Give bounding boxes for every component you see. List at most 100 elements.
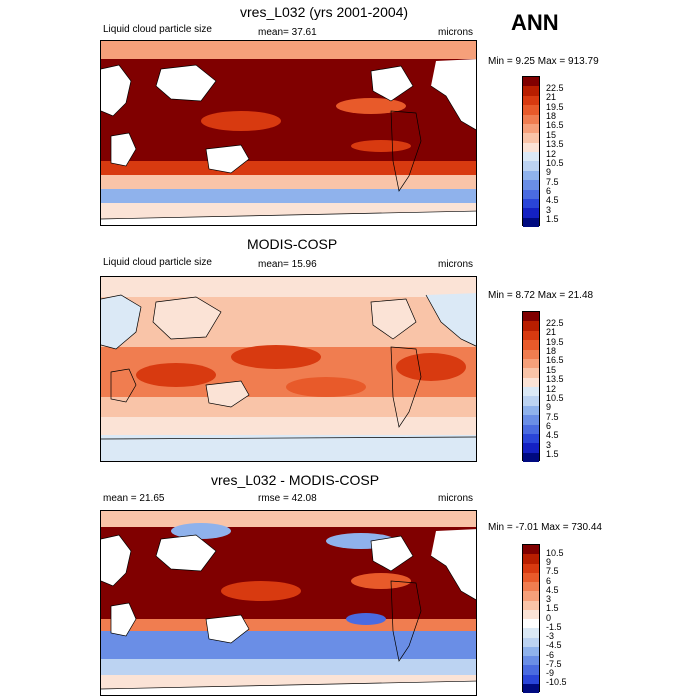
panel-3-colorbar-swatch <box>523 683 539 693</box>
panel-2-colorbar-label: 12 <box>546 383 557 394</box>
panel-1-colorbar-swatch <box>523 217 539 227</box>
panel-2-colorbar-swatch <box>523 321 539 331</box>
panel-2-colorbar-label: 16.5 <box>546 355 564 366</box>
panel-2-colorbar-label: 10.5 <box>546 392 564 403</box>
panel-1-map <box>100 40 477 226</box>
panel-2-colorbar-swatch <box>523 387 539 397</box>
panel-2-colorbar-swatch <box>523 358 539 369</box>
panel-1-colorbar-swatch <box>523 133 539 143</box>
panel-3-center-label: rmse = 42.08 <box>258 493 317 504</box>
panel-1-colorbar-label: 13.5 <box>546 139 564 150</box>
panel-1-colorbar-swatch <box>523 123 539 134</box>
panel-1-colorbar-label: 9 <box>546 167 552 178</box>
panel-2-colorbar-label: 13.5 <box>546 374 564 385</box>
panel-3-minmax: Min = -7.01 Max = 730.44 <box>488 522 602 533</box>
panel-1-colorbar-swatch <box>523 77 539 87</box>
panel-3-colorbar-swatch <box>523 656 539 666</box>
panel-3-colorbar-swatch <box>523 563 539 573</box>
panel-1-colorbar-label: 1.5 <box>546 214 559 225</box>
panel-3-colorbar-label: 9 <box>546 557 552 567</box>
panel-1-left-label: Liquid cloud particle size <box>103 24 212 35</box>
panel-3-field <box>101 511 476 695</box>
panel-1-colorbar-swatch <box>523 152 539 162</box>
panel-1-colorbar-label: 19.5 <box>546 101 564 112</box>
panel-3-title: vres_L032 - MODIS-COSP <box>211 472 380 488</box>
panel-1-colorbar-label: 22.5 <box>546 82 564 93</box>
panel-2-colorbar-swatch <box>523 312 539 322</box>
panel-2-colorbar-swatch <box>523 452 539 462</box>
panel-1-colorbar-label: 16.5 <box>546 120 564 131</box>
panel-1-field <box>101 41 476 225</box>
panel-1-colorbar-swatch <box>523 142 539 152</box>
panel-1-colorbar-label: 18 <box>546 111 557 121</box>
panel-3-colorbar-label: -3 <box>546 631 555 641</box>
panel-3-map <box>100 510 477 696</box>
panel-2-colorbar-swatch <box>523 396 539 406</box>
panel-2-colorbar-swatch <box>523 368 539 378</box>
panel-2-colorbar-swatch <box>523 424 539 434</box>
panel-2-map <box>100 276 477 462</box>
panel-3-colorbar-label: 4.5 <box>546 584 559 595</box>
panel-3-colorbar-swatch <box>523 619 539 629</box>
panel-1-center-label: mean= 37.61 <box>258 27 317 38</box>
panel-3-colorbar-label: 7.5 <box>546 566 559 577</box>
panel-3-colorbar-label: 3 <box>546 594 552 604</box>
panel-1-colorbar-swatch <box>523 105 539 115</box>
panel-2-colorbar-swatch <box>523 377 539 387</box>
panel-1-colorbar-swatch <box>523 189 539 199</box>
panel-2-colorbar-swatch <box>523 433 539 444</box>
panel-1-colorbar-label: 12 <box>546 148 557 159</box>
panel-3-left-label: mean = 21.65 <box>103 493 165 504</box>
panel-2-colorbar-swatch <box>523 349 539 359</box>
panel-3-colorbar-label: -7.5 <box>546 658 562 669</box>
panel-3-colorbar-swatch <box>523 628 539 638</box>
panel-1-title: vres_L032 (yrs 2001-2004) <box>240 4 409 20</box>
panel-2-center-label: mean= 15.96 <box>258 259 317 270</box>
panel-3-colorbar-swatch <box>523 646 539 656</box>
panel-3-colorbar <box>522 544 540 693</box>
panel-1-right-label: microns <box>438 27 474 38</box>
panel-2-colorbar-label: 19.5 <box>546 336 564 347</box>
panel-2-colorbar-label: 9 <box>546 402 552 413</box>
panel-3-colorbar-swatch <box>523 545 539 555</box>
panel-1-colorbar-swatch <box>523 95 539 106</box>
panel-1-colorbar-swatch <box>523 86 539 96</box>
panel-1-colorbar-label: 10.5 <box>546 157 564 168</box>
panel-2-left-label: Liquid cloud particle size <box>103 257 212 268</box>
panel-3-colorbar-swatch <box>523 572 539 582</box>
panel-3-colorbar-label: -6 <box>546 649 555 660</box>
panel-3-colorbar-label: -4.5 <box>546 640 562 651</box>
panel-2-right-label: microns <box>438 259 474 270</box>
panel-1-colorbar-label: 4.5 <box>546 195 559 206</box>
panel-2-colorbar-label: 22.5 <box>546 317 564 328</box>
panel-2-colorbar-label: 6 <box>546 421 552 431</box>
panel-3-colorbar-swatch <box>523 637 539 647</box>
panel-2-colorbar-label: 21 <box>546 327 557 338</box>
panel-1-minmax: Min = 9.25 Max = 913.79 <box>488 56 599 67</box>
panel-2-colorbar <box>522 311 540 462</box>
panel-3-colorbar-swatch <box>523 674 539 684</box>
panel-3-colorbar-label: -1.5 <box>546 621 562 632</box>
panel-2-colorbar-swatch <box>523 405 539 416</box>
panel-3-colorbar-label: 6 <box>546 575 552 586</box>
panel-1-colorbar-label: 7.5 <box>546 176 559 187</box>
panel-2-title: MODIS-COSP <box>247 236 338 252</box>
panel-3-colorbar-swatch <box>523 665 539 675</box>
panel-3-colorbar-label: -9 <box>546 668 555 678</box>
panel-2-colorbar-label: 3 <box>546 439 552 450</box>
panel-2-colorbar-label: 15 <box>546 364 557 375</box>
panel-1-colorbar-swatch <box>523 161 539 171</box>
panel-1-colorbar-swatch <box>523 170 539 181</box>
panel-1-colorbar-swatch <box>523 114 539 124</box>
panel-1-colorbar-swatch <box>523 198 539 209</box>
panel-1-colorbar-swatch <box>523 208 539 218</box>
panel-3-colorbar-label: 10.5 <box>546 547 564 558</box>
panel-3-colorbar-label: 1.5 <box>546 603 559 614</box>
panel-1-colorbar-label: 6 <box>546 186 552 196</box>
panel-2-colorbar-label: 4.5 <box>546 430 559 441</box>
panel-2-colorbar-swatch <box>523 415 539 425</box>
panel-2-colorbar-label: 1.5 <box>546 449 559 460</box>
season-label: ANN <box>511 10 559 35</box>
panel-1-colorbar-swatch <box>523 180 539 190</box>
panel-2-colorbar-swatch <box>523 340 539 350</box>
